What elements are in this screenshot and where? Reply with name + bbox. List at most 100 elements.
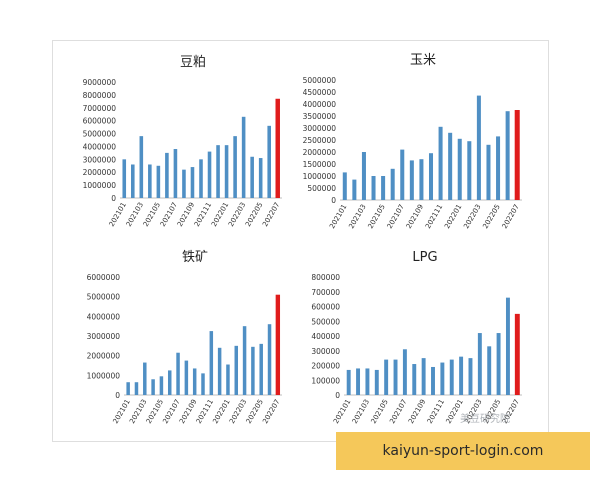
- y-tick-label: 2000000: [87, 352, 121, 361]
- bar: [199, 159, 203, 198]
- bar: [159, 376, 164, 395]
- y-tick-label: 600000: [311, 303, 340, 312]
- bar: [505, 111, 510, 200]
- chart-title: 玉米: [410, 53, 436, 68]
- y-tick-label: 4000000: [83, 142, 117, 151]
- bar: [201, 373, 205, 395]
- bar: [381, 176, 386, 200]
- y-tick-label: 9000000: [83, 78, 117, 87]
- y-tick-label: 800000: [311, 273, 340, 282]
- chart-title: 豆粕: [180, 55, 206, 70]
- bar: [505, 297, 510, 395]
- bar: [251, 346, 255, 395]
- x-tick-label: 202103: [347, 203, 367, 230]
- y-tick-label: 500000: [311, 317, 340, 326]
- bar: [428, 153, 434, 200]
- bar: [151, 379, 155, 395]
- bar: [402, 349, 407, 395]
- bar: [352, 179, 357, 200]
- bar: [216, 145, 220, 198]
- bar: [275, 98, 280, 198]
- chart-title: LPG: [412, 250, 437, 265]
- x-tick-label: 202107: [388, 398, 408, 425]
- x-tick-label: 202101: [332, 398, 352, 425]
- y-tick-label: 200000: [311, 362, 340, 371]
- chart-title: 铁矿: [182, 250, 208, 265]
- bar: [371, 176, 376, 200]
- y-tick-label: 1000000: [83, 181, 117, 190]
- site-banner[interactable]: kaiyun-sport-login.com: [336, 432, 590, 470]
- y-tick-label: 0: [115, 391, 120, 400]
- y-tick-label: 4500000: [303, 88, 337, 97]
- x-tick-label: 202201: [443, 203, 463, 230]
- chart-iron-ore: 铁矿 0 1000000 2000000 3000000 4000000 5000000 60…: [87, 250, 282, 425]
- y-tick-label: 4000000: [303, 100, 337, 109]
- bar: [468, 358, 473, 395]
- bar: [384, 359, 389, 395]
- bar: [224, 145, 229, 198]
- y-tick-label: 100000: [311, 376, 340, 385]
- y-tick-label: 0: [111, 194, 116, 203]
- y-tick-label: 3000000: [303, 124, 337, 133]
- bar: [486, 144, 491, 200]
- bar: [176, 352, 180, 395]
- y-tick-label: 2500000: [303, 136, 337, 145]
- x-tick-label: 202109: [407, 398, 427, 425]
- watermark-text: 美豆研究院: [460, 414, 510, 425]
- bar: [477, 333, 482, 395]
- bar: [217, 347, 222, 395]
- x-tick-label: 202107: [386, 203, 406, 230]
- y-tick-label: 3500000: [303, 112, 337, 121]
- bar: [156, 165, 161, 198]
- bar: [259, 343, 263, 395]
- bar: [409, 160, 414, 200]
- chart-corn: 玉米 0 500000 1000000 1500000 2000000 2500000 300…: [303, 53, 522, 230]
- bar: [419, 159, 424, 200]
- bar: [448, 132, 453, 200]
- bar: [365, 368, 370, 395]
- bar: [258, 158, 263, 198]
- site-banner-text: kaiyun-sport-login.com: [382, 443, 544, 459]
- bar: [209, 331, 214, 395]
- bar: [275, 294, 281, 395]
- bar: [226, 364, 230, 395]
- y-tick-label: 2000000: [83, 168, 117, 177]
- x-tick-label: 202111: [426, 398, 446, 425]
- bar: [431, 366, 435, 395]
- bar: [514, 313, 520, 395]
- x-tick-label: 202203: [462, 203, 482, 230]
- bar: [267, 125, 272, 198]
- bar: [421, 358, 426, 395]
- y-tick-label: 2000000: [303, 148, 337, 157]
- bar: [496, 333, 501, 395]
- chart-panel-corn: 玉米 0 500000 1000000 1500000 2000000 2500000 300…: [290, 45, 590, 255]
- bar: [250, 156, 254, 198]
- bar: [192, 368, 197, 395]
- bar: [374, 369, 379, 395]
- bar: [467, 141, 472, 200]
- y-tick-label: 6000000: [83, 117, 117, 126]
- bar: [390, 168, 395, 200]
- y-tick-label: 1000000: [87, 371, 121, 380]
- bar: [449, 359, 454, 395]
- x-tick-label: 202103: [351, 398, 371, 425]
- x-tick-label: 202111: [424, 203, 444, 230]
- bar: [165, 152, 169, 198]
- bar: [440, 362, 445, 395]
- bar: [346, 369, 351, 395]
- y-tick-label: 0: [331, 196, 336, 205]
- y-tick-label: 7000000: [83, 104, 117, 113]
- bar: [496, 136, 501, 200]
- chart-panel-soymeal: 豆粕 0 1000000 2000000 3000000 4000000 5000000 60…: [50, 45, 350, 255]
- bar: [393, 359, 398, 395]
- chart-panel-iron-ore: 铁矿 0 1000000 2000000 3000000 4000000 5000000 60…: [50, 240, 350, 450]
- y-tick-label: 5000000: [303, 76, 337, 85]
- chart-panel-lpg: LPG 0 100000 200000 300000 400000 500000 600000…: [290, 240, 590, 450]
- x-tick-label: 202105: [370, 398, 390, 425]
- bar: [438, 126, 443, 200]
- chart-sheet: [52, 40, 549, 442]
- bar: [148, 164, 152, 198]
- bar: [476, 95, 481, 200]
- bar: [134, 382, 139, 395]
- bar: [457, 138, 462, 200]
